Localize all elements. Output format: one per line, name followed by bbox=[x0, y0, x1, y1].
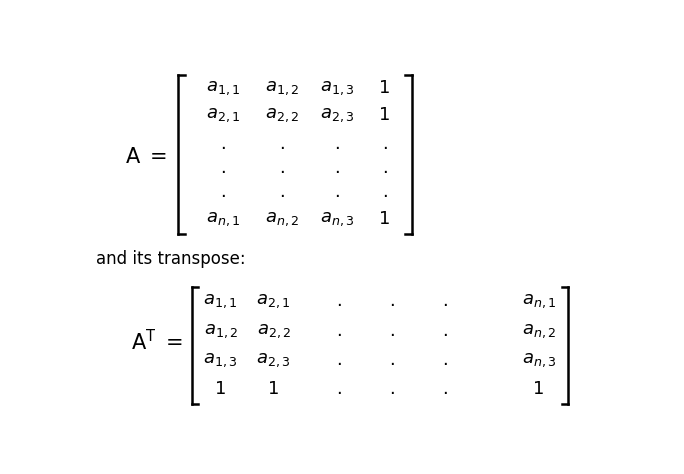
Text: 1: 1 bbox=[380, 79, 391, 97]
Text: .: . bbox=[336, 351, 342, 369]
Text: $\mathit{a}_{n,3}$: $\mathit{a}_{n,3}$ bbox=[320, 210, 354, 228]
Text: 1: 1 bbox=[533, 380, 544, 398]
Text: 1: 1 bbox=[215, 380, 226, 398]
Text: $\mathit{a}_{1,3}$: $\mathit{a}_{1,3}$ bbox=[203, 351, 238, 369]
Text: .: . bbox=[442, 322, 448, 339]
Text: .: . bbox=[334, 159, 340, 177]
Text: $\mathit{a}_{n,1}$: $\mathit{a}_{n,1}$ bbox=[206, 210, 241, 228]
Text: A $=$: A $=$ bbox=[125, 147, 168, 167]
Text: .: . bbox=[334, 183, 340, 201]
Text: .: . bbox=[279, 136, 285, 154]
Text: $\mathit{a}_{1,2}$: $\mathit{a}_{1,2}$ bbox=[204, 322, 238, 339]
Text: .: . bbox=[382, 136, 388, 154]
Text: 1: 1 bbox=[268, 380, 279, 398]
Text: .: . bbox=[442, 292, 448, 310]
Text: .: . bbox=[442, 351, 448, 369]
Text: $\mathit{a}_{n,1}$: $\mathit{a}_{n,1}$ bbox=[522, 292, 556, 310]
Text: $\mathit{a}_{n,2}$: $\mathit{a}_{n,2}$ bbox=[265, 210, 299, 228]
Text: $\mathit{a}_{2,2}$: $\mathit{a}_{2,2}$ bbox=[256, 322, 291, 339]
Text: $\mathit{a}_{1,2}$: $\mathit{a}_{1,2}$ bbox=[265, 79, 299, 97]
Text: A$^{\mathsf{T}}$ $=$: A$^{\mathsf{T}}$ $=$ bbox=[131, 329, 183, 354]
Text: .: . bbox=[389, 322, 395, 339]
Text: $\mathit{a}_{2,3}$: $\mathit{a}_{2,3}$ bbox=[256, 351, 291, 369]
Text: .: . bbox=[382, 159, 388, 177]
Text: .: . bbox=[382, 183, 388, 201]
Text: $\mathit{a}_{1,1}$: $\mathit{a}_{1,1}$ bbox=[203, 292, 238, 310]
Text: .: . bbox=[389, 351, 395, 369]
Text: $\mathit{a}_{2,1}$: $\mathit{a}_{2,1}$ bbox=[206, 106, 241, 124]
Text: .: . bbox=[279, 183, 285, 201]
Text: $\mathit{a}_{2,1}$: $\mathit{a}_{2,1}$ bbox=[256, 292, 291, 310]
Text: .: . bbox=[336, 322, 342, 339]
Text: .: . bbox=[279, 159, 285, 177]
Text: .: . bbox=[442, 380, 448, 398]
Text: $\mathit{a}_{2,3}$: $\mathit{a}_{2,3}$ bbox=[320, 106, 354, 124]
Text: $\mathit{a}_{2,2}$: $\mathit{a}_{2,2}$ bbox=[265, 106, 299, 124]
Text: $\mathit{a}_{n,2}$: $\mathit{a}_{n,2}$ bbox=[522, 322, 556, 339]
Text: $\mathit{a}_{n,3}$: $\mathit{a}_{n,3}$ bbox=[521, 351, 556, 369]
Text: 1: 1 bbox=[380, 210, 391, 228]
Text: .: . bbox=[220, 159, 226, 177]
Text: .: . bbox=[334, 136, 340, 154]
Text: $\mathit{a}_{1,1}$: $\mathit{a}_{1,1}$ bbox=[206, 79, 241, 97]
Text: .: . bbox=[336, 292, 342, 310]
Text: 1: 1 bbox=[380, 106, 391, 124]
Text: .: . bbox=[220, 183, 226, 201]
Text: .: . bbox=[389, 292, 395, 310]
Text: $\mathit{a}_{1,3}$: $\mathit{a}_{1,3}$ bbox=[320, 79, 354, 97]
Text: .: . bbox=[220, 136, 226, 154]
Text: .: . bbox=[389, 380, 395, 398]
Text: .: . bbox=[336, 380, 342, 398]
Text: and its transpose:: and its transpose: bbox=[96, 250, 246, 268]
